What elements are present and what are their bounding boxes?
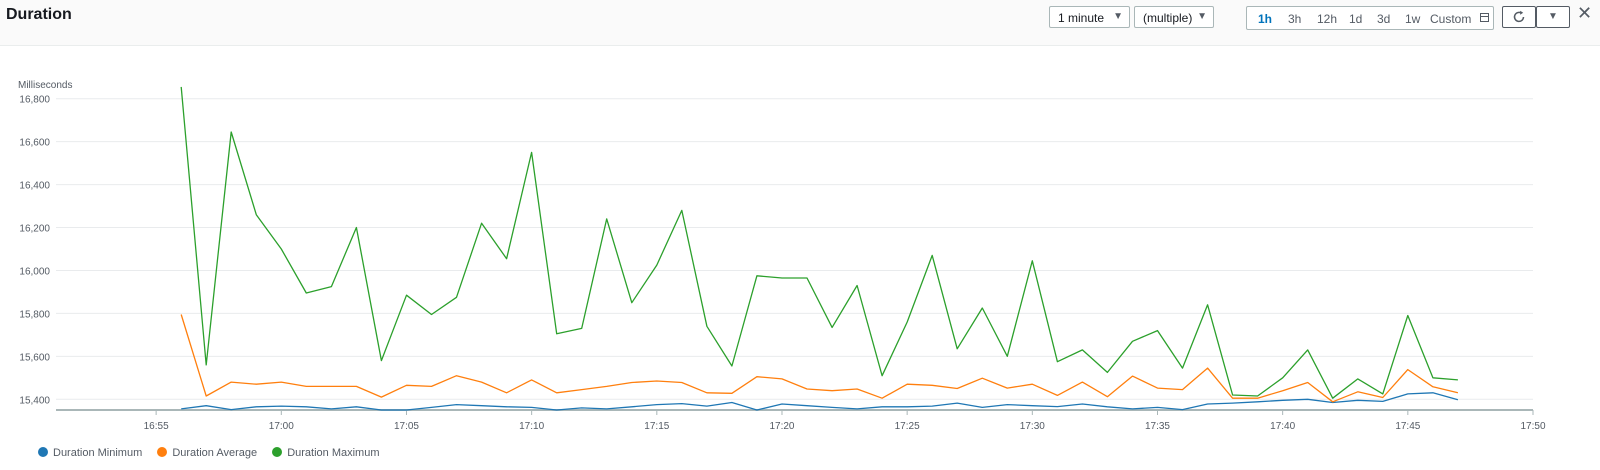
range-3d[interactable]: 3d [1377,12,1391,26]
caret-down-icon: ▼ [1548,11,1558,22]
y-tick-label: 16,600 [19,138,50,149]
time-range-selector: 1h 3h 12h 1d 3d 1w Custom [1246,6,1494,30]
x-tick-label: 17:35 [1145,421,1170,432]
caret-down-icon: ▼ [1197,11,1207,22]
legend-swatch-average [157,447,168,457]
legend-label-minimum: Duration Minimum [53,447,143,459]
legend-swatch-minimum [38,447,48,457]
legend-item-minimum[interactable]: Duration Minimum [38,447,142,459]
x-tick-label: 17:05 [394,421,419,432]
legend-label-average: Duration Average [172,447,258,459]
x-tick-label: 17:20 [769,421,794,432]
y-tick-label: 16,800 [19,95,50,106]
y-tick-label: 16,400 [19,181,50,192]
actions-dropdown-button[interactable]: ▼ [1536,6,1570,28]
x-tick-label: 16:55 [144,421,169,432]
legend-label-maximum: Duration Maximum [287,447,380,459]
range-1d[interactable]: 1d [1349,12,1363,26]
y-tick-label: 15,400 [19,395,50,406]
line-chart: 15,400 15,600 15,800 16,000 16,200 16,400 16,6… [19,86,1546,432]
legend-item-maximum[interactable]: Duration Maximum [272,447,380,459]
series-line-average [180,314,1459,403]
x-tick-label: 17:15 [644,421,669,432]
widget-title: Duration [6,6,72,23]
y-axis-label: Milliseconds [18,80,73,91]
range-custom[interactable]: Custom [1430,12,1472,26]
refresh-icon [1513,10,1525,23]
x-tick-label: 17:45 [1395,421,1420,432]
x-tick-label: 17:30 [1020,421,1045,432]
y-tick-label: 15,800 [19,309,50,320]
x-tick-label: 17:25 [895,421,920,432]
legend-item-average[interactable]: Duration Average [157,447,257,459]
series-line-maximum [180,86,1458,399]
y-tick-label: 16,200 [19,224,50,235]
y-tick-label: 15,600 [19,352,50,363]
range-1w[interactable]: 1w [1405,12,1421,26]
x-tick-label: 17:50 [1520,421,1545,432]
calendar-icon[interactable] [1480,13,1489,22]
widget-header: Duration 1 minute ▼ (multiple) ▼ 1h 3h 1… [0,0,1600,46]
caret-down-icon: ▼ [1113,11,1123,22]
refresh-button[interactable] [1502,6,1536,28]
x-tick-label: 17:00 [269,421,294,432]
period-select[interactable]: 1 minute ▼ [1049,6,1130,28]
statistic-select[interactable]: (multiple) ▼ [1134,6,1214,28]
x-tick-label: 17:40 [1270,421,1295,432]
period-select-value: 1 minute [1058,11,1105,25]
x-tick-label: 17:10 [519,421,544,432]
range-3h[interactable]: 3h [1288,12,1302,26]
series-line-minimum [181,392,1459,411]
y-tick-label: 16,000 [19,266,50,277]
statistic-select-value: (multiple) [1143,11,1193,25]
legend-swatch-maximum [272,447,283,457]
close-icon[interactable]: ✕ [1577,3,1593,23]
range-12h[interactable]: 12h [1317,12,1338,26]
chart-legend: Duration Minimum Duration Average Durati… [38,447,392,459]
range-1h[interactable]: 1h [1258,12,1273,26]
